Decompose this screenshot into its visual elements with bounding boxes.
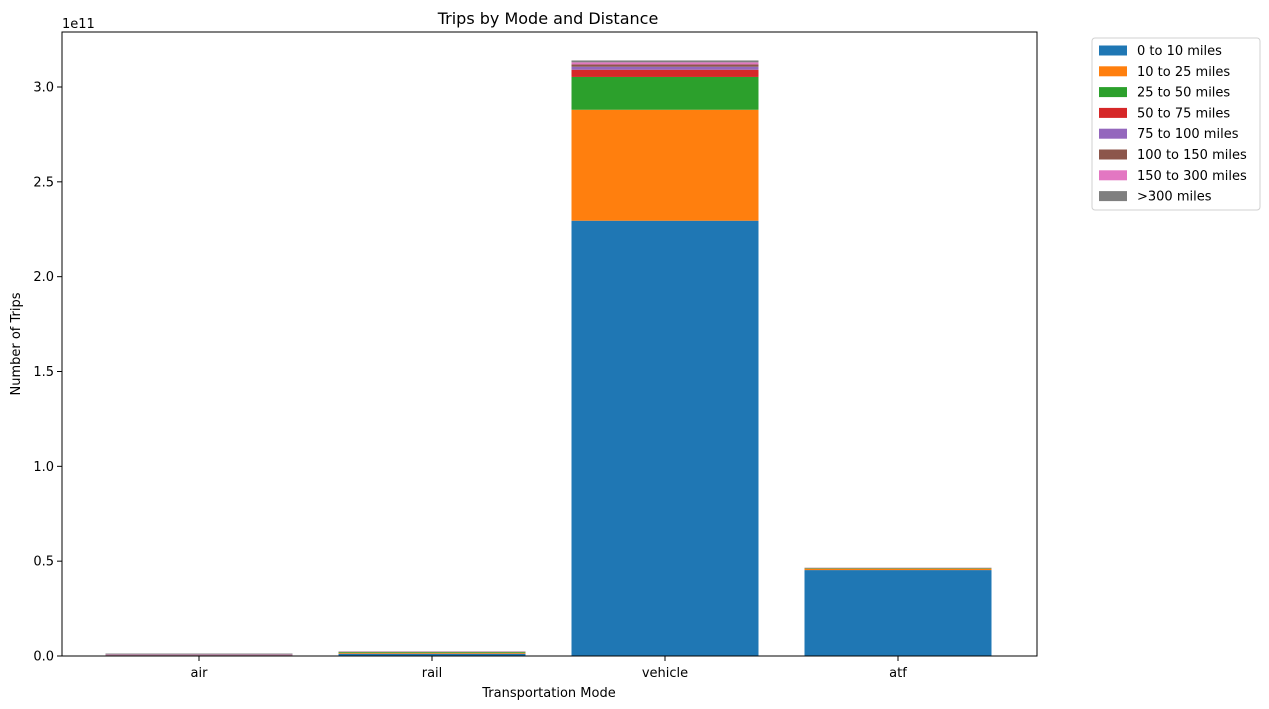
- legend-label: 75 to 100 miles: [1137, 127, 1239, 142]
- bar-rail-series-0: [338, 653, 526, 656]
- legend-swatch: [1099, 45, 1127, 56]
- legend-box: [1091, 37, 1261, 211]
- legend-label: 10 to 25 miles: [1137, 65, 1230, 80]
- legend-label: 100 to 150 miles: [1137, 148, 1247, 163]
- bar-vehicle-series-6: [571, 62, 759, 65]
- y-tick-label: 1.0: [33, 460, 54, 475]
- y-tick-label: 3.0: [33, 81, 54, 96]
- x-axis-label: Transportation Mode: [481, 686, 615, 701]
- legend-label: 25 to 50 miles: [1137, 86, 1230, 101]
- y-tick-label: 0.0: [33, 650, 54, 665]
- x-tick-label-atf: atf: [889, 666, 907, 681]
- bars-group: [105, 60, 992, 656]
- plot-frame: [61, 31, 1038, 657]
- bar-vehicle-series-5: [571, 64, 759, 67]
- bar-vehicle-series-2: [571, 76, 759, 110]
- y-tick-label: 1.5: [33, 365, 54, 380]
- bar-vehicle-series-3: [571, 69, 759, 77]
- bar-vehicle-series-0: [571, 220, 759, 656]
- bar-atf-series-0: [804, 570, 992, 656]
- y-tick-label: 2.5: [33, 175, 54, 190]
- x-axis: air rail vehicle atf: [191, 656, 907, 681]
- legend-swatch: [1099, 87, 1127, 98]
- x-tick-label-air: air: [191, 666, 209, 681]
- chart-title: Trips by Mode and Distance: [437, 9, 659, 28]
- x-tick-label-vehicle: vehicle: [642, 666, 688, 681]
- legend-swatch: [1099, 128, 1127, 139]
- bar-vehicle-series-1: [571, 109, 759, 221]
- y-offset-label: 1e11: [62, 17, 95, 32]
- legend: 0 to 10 miles 10 to 25 miles 25 to 50 mile…: [1091, 37, 1261, 211]
- legend-swatch: [1099, 66, 1127, 77]
- bar-vehicle-series-7: [571, 60, 759, 63]
- legend-swatch: [1099, 107, 1127, 118]
- y-axis-label: Number of Trips: [9, 292, 24, 395]
- y-tick-label: 0.5: [33, 555, 54, 570]
- y-axis: 0.0 0.5 1.0 1.5 2.0 2.5 3.0: [33, 81, 62, 665]
- legend-swatch: [1099, 149, 1127, 160]
- legend-label: >300 miles: [1137, 190, 1212, 205]
- bar-atf-series-1: [804, 568, 992, 571]
- x-tick-label-rail: rail: [422, 666, 443, 681]
- bar-rail-series-2: [338, 652, 526, 653]
- legend-label: 0 to 10 miles: [1137, 44, 1222, 59]
- bar-atf-series-2: [804, 568, 992, 569]
- legend-label: 50 to 75 miles: [1137, 106, 1230, 121]
- legend-swatch: [1099, 191, 1127, 202]
- bar-vehicle-series-4: [571, 66, 759, 70]
- legend-label: 150 to 300 miles: [1137, 169, 1247, 184]
- bar-air-series-7: [105, 653, 293, 655]
- y-tick-label: 2.0: [33, 270, 54, 285]
- legend-swatch: [1099, 170, 1127, 181]
- bar-rail-series-1: [338, 652, 526, 654]
